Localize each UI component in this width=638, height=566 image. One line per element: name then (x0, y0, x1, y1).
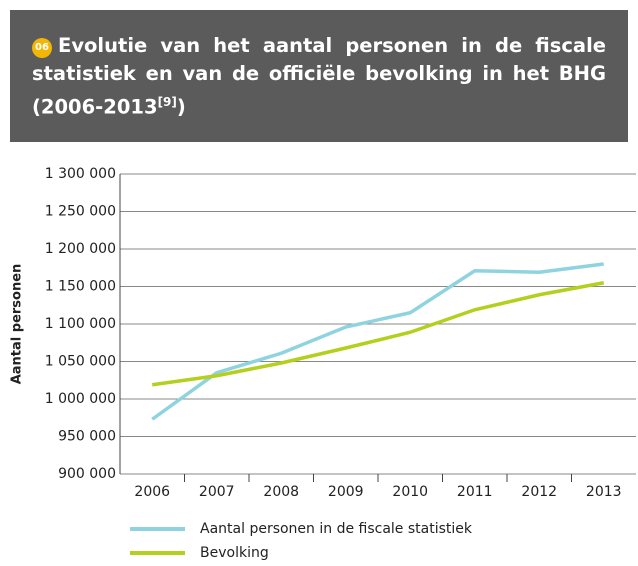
x-tick-label: 2012 (521, 484, 557, 500)
x-tick-label: 2011 (457, 484, 493, 500)
y-tick-label: 1 250 000 (45, 204, 116, 220)
y-tick-label: 1 100 000 (45, 316, 116, 332)
x-tick-label: 2006 (134, 484, 170, 500)
title: Evolutie van het aantal personen in de f… (32, 34, 606, 119)
footnote: [9] (157, 95, 177, 109)
x-tick-label: 2010 (392, 484, 428, 500)
x-tick-label: 2007 (199, 484, 235, 500)
y-tick-label: 1 150 000 (45, 279, 116, 295)
legend-label: Bevolking (200, 545, 269, 561)
title-end: ) (176, 95, 186, 119)
y-tick-label: 1 000 000 (45, 391, 116, 407)
y-tick-label: 1 050 000 (45, 354, 116, 370)
number-badge: 06 (32, 38, 52, 58)
legend-label: Aantal personen in de fiscale statistiek (200, 521, 473, 537)
series-line (152, 281, 605, 387)
y-axis-label: Aantal personen (10, 264, 25, 385)
y-tick-label: 900 000 (58, 466, 116, 482)
y-tick-label: 1 300 000 (45, 166, 116, 182)
y-tick-label: 950 000 (58, 429, 116, 445)
x-tick-label: 2013 (586, 484, 622, 500)
series-line (151, 262, 604, 421)
y-tick-label: 1 200 000 (45, 241, 116, 257)
x-tick-label: 2009 (328, 484, 364, 500)
header: 06 Evolutie van het aantal personen in de… (10, 10, 628, 142)
x-tick-label: 2008 (263, 484, 299, 500)
